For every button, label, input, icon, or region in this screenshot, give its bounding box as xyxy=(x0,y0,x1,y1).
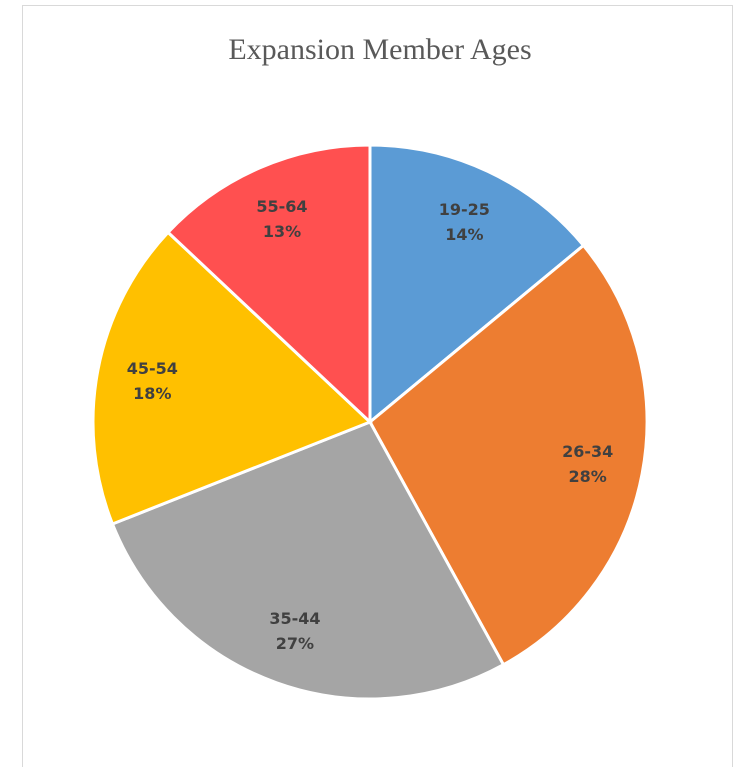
pie-slice xyxy=(165,143,372,426)
slice-category-label: 45-54 xyxy=(127,359,178,378)
chart-title: Expansion Member Ages xyxy=(228,33,531,66)
slice-value-label: 28% xyxy=(569,467,607,486)
slice-value-label: 13% xyxy=(263,222,301,241)
slice-category-label: 35-44 xyxy=(269,609,320,628)
slice-value-label: 14% xyxy=(445,225,483,244)
pie-slice xyxy=(368,143,586,426)
slice-value-label: 18% xyxy=(133,384,171,403)
pie-slice xyxy=(91,230,373,526)
slice-category-label: 55-64 xyxy=(256,197,307,216)
slice-category-label: 19-25 xyxy=(439,200,490,219)
slice-category-label: 26-34 xyxy=(562,442,613,461)
pie-slice xyxy=(110,420,506,701)
slice-value-label: 27% xyxy=(276,634,314,653)
pie-slice xyxy=(368,243,649,667)
